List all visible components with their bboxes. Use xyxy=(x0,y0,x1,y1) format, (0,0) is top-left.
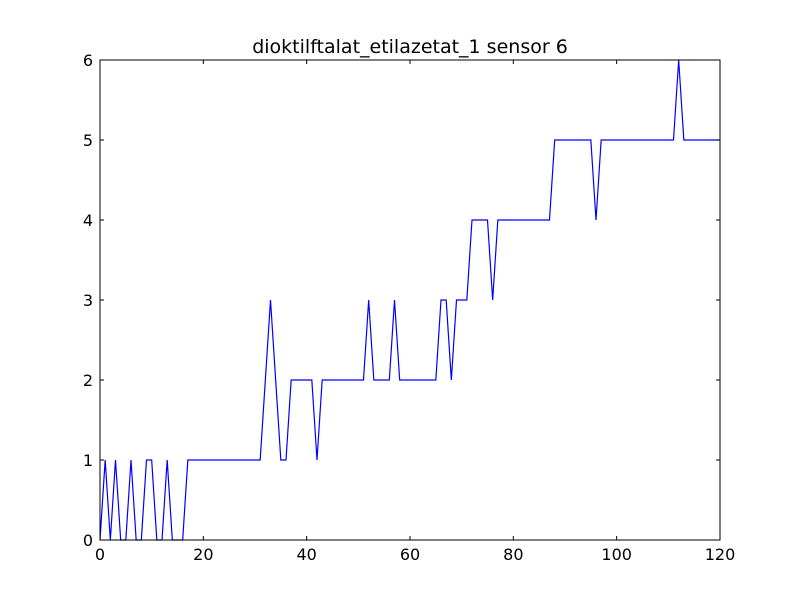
axes-frame xyxy=(99,59,721,541)
y-tick-label: 6 xyxy=(83,51,93,70)
y-tick-label: 0 xyxy=(83,531,93,550)
y-tick-label: 5 xyxy=(83,131,93,150)
chart-title: dioktilftalat_etilazetat_1 sensor 6 xyxy=(252,36,568,58)
x-tick-label: 100 xyxy=(601,545,632,564)
x-tick-label: 20 xyxy=(193,545,213,564)
plot-area xyxy=(100,60,720,540)
x-tick-label: 40 xyxy=(296,545,316,564)
y-tick-label: 1 xyxy=(83,451,93,470)
x-tick-label: 80 xyxy=(503,545,523,564)
series-line-0 xyxy=(99,59,720,541)
plot-frame xyxy=(99,59,721,541)
x-tick-label: 60 xyxy=(400,545,420,564)
plot-background xyxy=(100,60,720,540)
tick-labels: 0 20 40 60 80 100 120 0 1 2 3 4 5 6 xyxy=(83,51,735,564)
x-tick-label: 0 xyxy=(95,545,105,564)
series-layer xyxy=(99,59,720,541)
y-tick-label: 2 xyxy=(83,371,93,390)
y-tick-label: 4 xyxy=(83,211,93,230)
x-tick-label: 120 xyxy=(705,545,736,564)
y-tick-label: 3 xyxy=(83,291,93,310)
